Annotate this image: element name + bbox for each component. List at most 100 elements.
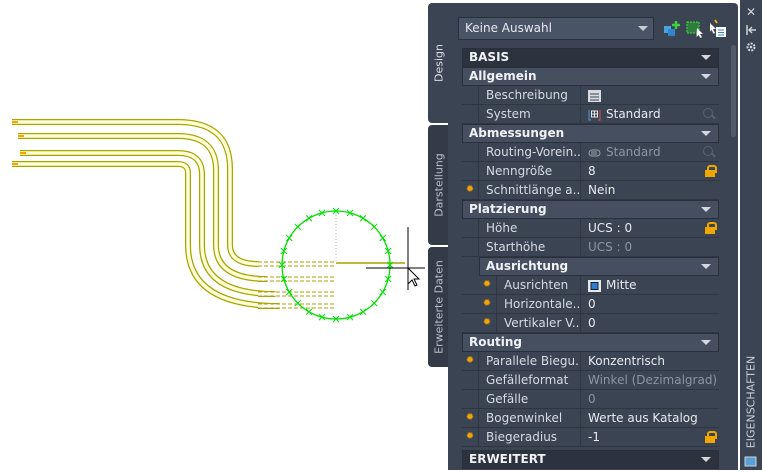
collapse-icon[interactable] (701, 74, 711, 79)
property-value[interactable]: 0 (580, 295, 719, 314)
modified-star-icon: ✹ (482, 279, 492, 290)
modified-star-icon: ✹ (482, 317, 492, 328)
properties-icon[interactable] (744, 455, 758, 469)
property-value[interactable]: -1 (580, 428, 719, 447)
section-allgemein[interactable]: Allgemein (462, 67, 719, 86)
property-value[interactable]: 0 (580, 314, 719, 333)
scrollbar[interactable] (731, 45, 736, 137)
property-value[interactable]: Nein (580, 181, 719, 200)
property-row[interactable]: ✹ Vertikaler V... 0 (462, 314, 719, 333)
compass-tick[interactable] (285, 234, 293, 242)
pipe-fill-4[interactable] (12, 162, 280, 308)
pipe-fill-3[interactable] (20, 151, 276, 296)
property-row[interactable]: ✹ Schnittlänge a... Nein (462, 181, 719, 200)
compass-tick[interactable] (280, 275, 288, 283)
tab-design[interactable]: Design (428, 3, 450, 123)
property-value[interactable]: Standard (580, 105, 719, 124)
gear-icon[interactable] (744, 41, 758, 53)
property-row[interactable]: ✹ Biegeradius -1 (462, 428, 719, 447)
property-row[interactable]: ✹ Parallele Biegu... Konzentrisch (462, 352, 719, 371)
property-value[interactable]: 8 (580, 162, 719, 181)
compass-tick[interactable] (379, 234, 387, 242)
property-row[interactable]: ✹ Ausrichten Mitte (462, 276, 719, 295)
selection-dropdown[interactable]: Keine Auswahl (458, 17, 654, 40)
property-value-text: 0 (588, 392, 596, 406)
property-value[interactable] (580, 86, 719, 105)
collapse-icon[interactable] (701, 340, 711, 345)
pointer-cursor[interactable] (407, 266, 421, 287)
modified-star-icon: ✹ (465, 355, 475, 366)
tab-erweiterte-daten[interactable]: Erweiterte Daten (428, 247, 450, 367)
quick-select-icon[interactable] (685, 19, 705, 39)
property-value-text: Standard (606, 145, 661, 159)
compass-tick[interactable] (359, 308, 367, 316)
property-row[interactable]: Nenngröße 8 (462, 162, 719, 181)
section-routing[interactable]: Routing (462, 333, 719, 352)
compass-tick[interactable] (386, 261, 394, 269)
property-row[interactable]: Gefälleformat Winkel (Dezimalgrad) (462, 371, 719, 390)
compass-tick[interactable] (384, 247, 392, 255)
drawing[interactable] (0, 0, 430, 470)
compass-tick[interactable] (318, 313, 326, 321)
pipe-fill-2[interactable] (18, 134, 268, 281)
compass-tick[interactable] (370, 299, 378, 307)
compass-tick[interactable] (285, 288, 293, 296)
compass-tick[interactable] (332, 315, 340, 323)
property-value[interactable]: Werte aus Katalog (580, 409, 719, 428)
section-basis[interactable]: BASIS (462, 48, 719, 67)
collapse-icon[interactable] (701, 55, 711, 60)
compass-tick[interactable] (305, 214, 313, 222)
property-row[interactable]: Gefälle 0 (462, 390, 719, 409)
compass-tick[interactable] (278, 261, 286, 269)
property-row[interactable]: ✹ Horizontale... 0 (462, 295, 719, 314)
modified-star-icon: ✹ (465, 412, 475, 423)
lock-icon[interactable] (705, 165, 717, 177)
compass-tick[interactable] (294, 223, 302, 231)
property-value[interactable]: Konzentrisch (580, 352, 719, 371)
auto-hide-icon[interactable] (744, 24, 758, 36)
property-row[interactable]: Routing-Vorein... Standard (462, 143, 719, 162)
property-label: Gefälle (478, 390, 580, 409)
property-row[interactable]: System Standard (462, 105, 719, 124)
compass-tick[interactable] (370, 223, 378, 231)
compass-tick[interactable] (359, 214, 367, 222)
property-value[interactable]: Mitte (580, 276, 719, 295)
property-value[interactable]: UCS : 0 (580, 219, 719, 238)
collapse-icon[interactable] (701, 131, 711, 136)
property-row[interactable]: Höhe UCS : 0 (462, 219, 719, 238)
property-row[interactable]: ✹ Bogenwinkel Werte aus Katalog (462, 409, 719, 428)
property-row[interactable]: Beschreibung (462, 86, 719, 105)
property-row[interactable]: Starthöhe UCS : 0 (462, 238, 719, 257)
section-ausrichtung[interactable]: Ausrichtung (479, 257, 719, 276)
pipe-fill-1[interactable] (12, 120, 259, 266)
search-icon[interactable] (702, 145, 716, 159)
section-abmessungen[interactable]: Abmessungen (462, 124, 719, 143)
drawing-canvas[interactable] (0, 0, 430, 470)
compass-tick[interactable] (318, 209, 326, 217)
compass-tick[interactable] (379, 288, 387, 296)
compass-tick[interactable] (305, 308, 313, 316)
search-icon[interactable] (702, 107, 716, 121)
add-selection-icon[interactable] (662, 19, 682, 39)
section-erweitert[interactable]: ERWEITERT (462, 450, 719, 469)
crosshair-cursor[interactable] (366, 227, 425, 290)
compass-tick[interactable] (346, 313, 354, 321)
compass-tick[interactable] (384, 275, 392, 283)
compass-tick[interactable] (294, 299, 302, 307)
collapse-icon[interactable] (701, 264, 711, 269)
pipe-4[interactable] (12, 161, 280, 309)
collapse-icon[interactable] (701, 207, 711, 212)
justify-center-icon (588, 278, 606, 292)
lock-icon[interactable] (705, 222, 717, 234)
section-label: ERWEITERT (469, 452, 546, 466)
tab-darstellung[interactable]: Darstellung (428, 125, 450, 245)
section-platzierung[interactable]: Platzierung (462, 200, 719, 219)
compass-tick[interactable] (332, 207, 340, 215)
compass-tick[interactable] (280, 247, 288, 255)
select-objects-icon[interactable] (707, 19, 727, 39)
compass-tick[interactable] (346, 209, 354, 217)
pipe-1[interactable] (12, 119, 259, 267)
lock-icon[interactable] (705, 431, 717, 443)
close-icon[interactable]: ✕ (745, 5, 757, 19)
collapse-icon[interactable] (701, 457, 711, 462)
